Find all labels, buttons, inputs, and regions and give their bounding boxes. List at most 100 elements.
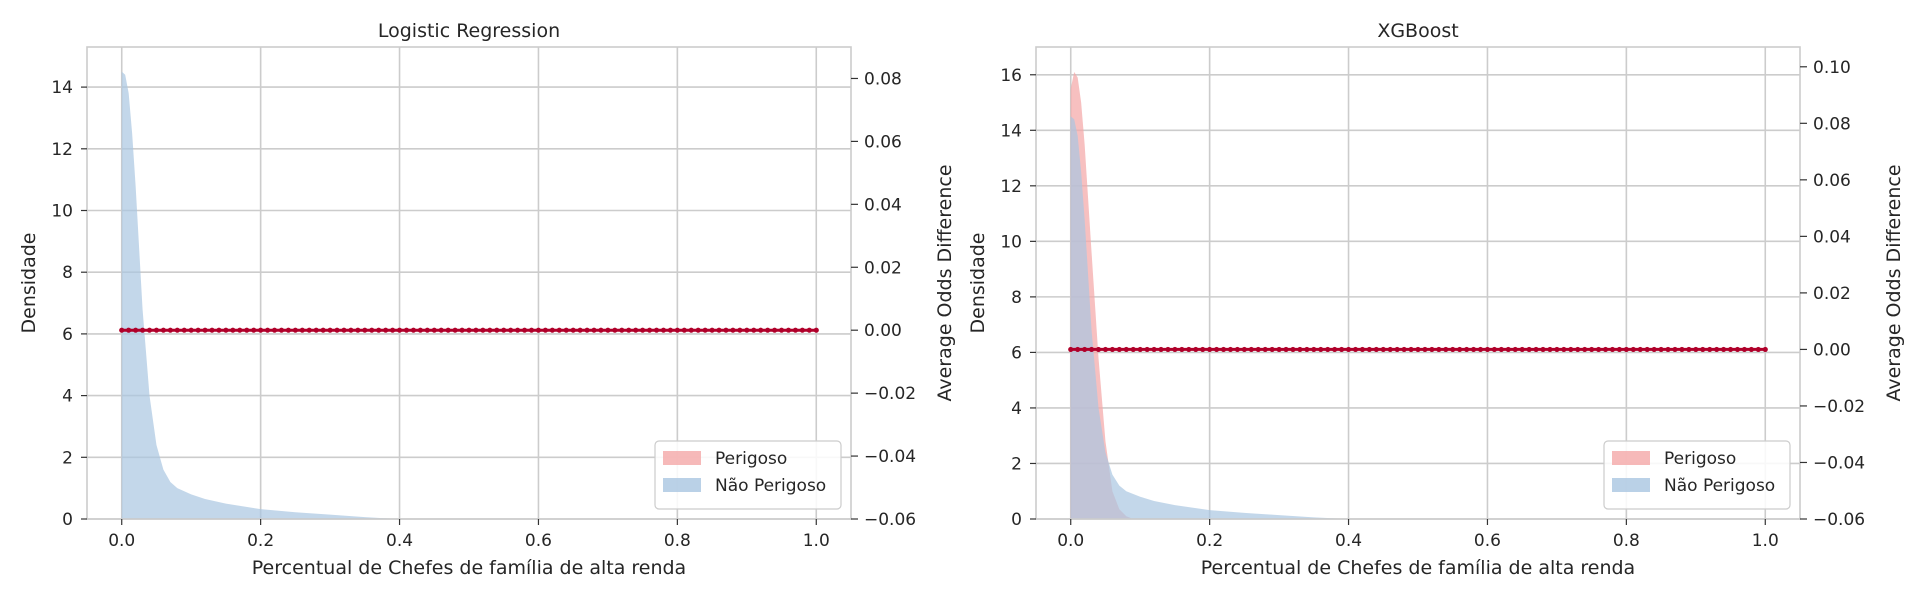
odds-difference-point [1408, 346, 1414, 353]
odds-difference-point [1304, 346, 1310, 353]
y2-tick-label: −0.06 [864, 510, 916, 530]
odds-difference-point [417, 327, 423, 333]
odds-difference-point [1755, 346, 1761, 353]
odds-difference-point [181, 327, 187, 333]
odds-difference-point [1554, 346, 1560, 353]
odds-difference-point [1700, 346, 1706, 353]
odds-difference-point [1477, 346, 1484, 353]
y-tick-label: 0 [1011, 510, 1022, 530]
legend: Perigoso Não Perigoso [654, 440, 842, 510]
y-tick-label: 0 [62, 510, 73, 530]
odds-difference-point [202, 327, 208, 333]
odds-difference-point [1325, 346, 1331, 353]
odds-difference-point [1262, 346, 1268, 353]
odds-difference-point [653, 327, 660, 333]
odds-difference-point [1082, 346, 1088, 353]
odds-difference-point [758, 327, 764, 333]
odds-difference-point [744, 327, 750, 333]
odds-difference-point [1401, 346, 1407, 353]
odds-difference-point [1623, 346, 1629, 353]
y-tick-label: 2 [1011, 454, 1022, 474]
odds-difference-point [466, 327, 472, 333]
odds-difference-point [806, 327, 812, 333]
y-axis-label: Densidade [18, 233, 40, 334]
odds-difference-point [251, 327, 257, 333]
odds-difference-point [299, 327, 305, 333]
odds-difference-point [146, 327, 153, 333]
odds-difference-point [556, 327, 562, 333]
odds-difference-point [1102, 346, 1109, 353]
odds-difference-point [1290, 346, 1296, 353]
x-tick-label: 0.6 [1474, 531, 1501, 551]
axes-frame [1035, 46, 1801, 520]
odds-difference-point [626, 327, 632, 333]
odds-difference-point [1352, 346, 1359, 353]
odds-difference-point [660, 327, 667, 333]
odds-difference-point [1193, 346, 1199, 353]
odds-difference-point [362, 327, 368, 333]
odds-difference-point [515, 327, 521, 333]
odds-difference-point [1345, 346, 1352, 353]
odds-difference-point [1269, 346, 1275, 353]
y2-tick-label: 0.08 [864, 69, 902, 89]
y2-tick-label: 0.00 [864, 321, 902, 341]
odds-difference-point [1693, 346, 1699, 353]
odds-difference-point [174, 327, 180, 333]
odds-difference-point [452, 327, 458, 333]
odds-difference-point [376, 327, 382, 333]
y-tick-label: 10 [51, 202, 73, 222]
odds-difference-point [285, 327, 292, 333]
odds-difference-point [278, 327, 285, 333]
y2-tick-label: −0.06 [1813, 510, 1865, 530]
y2-tick-label: 0.02 [864, 258, 902, 278]
odds-difference-point [139, 327, 146, 333]
odds-difference-point [1707, 346, 1713, 353]
odds-difference-point [320, 327, 326, 333]
odds-difference-point [584, 327, 590, 333]
odds-difference-point [119, 327, 125, 333]
odds-difference-point [1248, 346, 1254, 353]
y2-tick-label: 0.04 [864, 195, 902, 215]
odds-difference-point [1595, 346, 1602, 353]
chart-panel-2: 0.0 0.2 0.4 0.6 0.8 1.0 0 2 4 6 8 10 12 14 16 −0.06 −0.0… [967, 20, 1905, 579]
odds-difference-point [772, 327, 778, 333]
odds-difference-point [1665, 346, 1671, 353]
odds-difference-point [403, 327, 410, 333]
odds-difference-point [341, 327, 347, 333]
odds-difference-point [223, 327, 229, 333]
odds-difference-point [494, 327, 500, 333]
odds-difference-point [799, 327, 805, 333]
y-tick-label: 6 [1011, 343, 1022, 363]
axes-frame [86, 46, 852, 520]
x-tick-label: 0.6 [525, 531, 552, 551]
y-tick-label: 12 [1000, 177, 1022, 197]
odds-difference-point [1373, 346, 1379, 353]
odds-difference-point [1637, 346, 1643, 353]
y-tick-label: 10 [1000, 232, 1022, 252]
y2-tick-label: 0.02 [1813, 284, 1851, 304]
legend-label: Não Perigoso [1664, 476, 1775, 496]
odds-difference-point [1686, 346, 1692, 353]
y2-tick-label: −0.04 [864, 447, 916, 467]
y-tick-label: 4 [1011, 399, 1022, 419]
odds-difference-point [1762, 346, 1768, 353]
x-tick-label: 0.2 [1196, 531, 1223, 551]
x-tick-label: 0.8 [664, 531, 691, 551]
y-tick-label: 6 [62, 325, 73, 345]
odds-difference-point [765, 327, 771, 333]
odds-difference-point [1366, 346, 1372, 353]
odds-difference-point [1172, 346, 1178, 353]
odds-difference-point [1505, 346, 1511, 353]
odds-difference-point [390, 327, 396, 333]
legend-swatch [663, 451, 701, 465]
odds-difference-point [487, 327, 493, 333]
y2-tick-label: 0.10 [1813, 58, 1851, 78]
odds-difference-point [730, 327, 736, 333]
odds-difference-point [785, 327, 792, 333]
odds-difference-point [1540, 346, 1546, 353]
odds-difference-point [528, 327, 535, 333]
odds-difference-point [633, 327, 639, 333]
x-tick-label: 1.0 [803, 531, 830, 551]
odds-difference-point [244, 327, 250, 333]
odds-difference-point [348, 327, 354, 333]
